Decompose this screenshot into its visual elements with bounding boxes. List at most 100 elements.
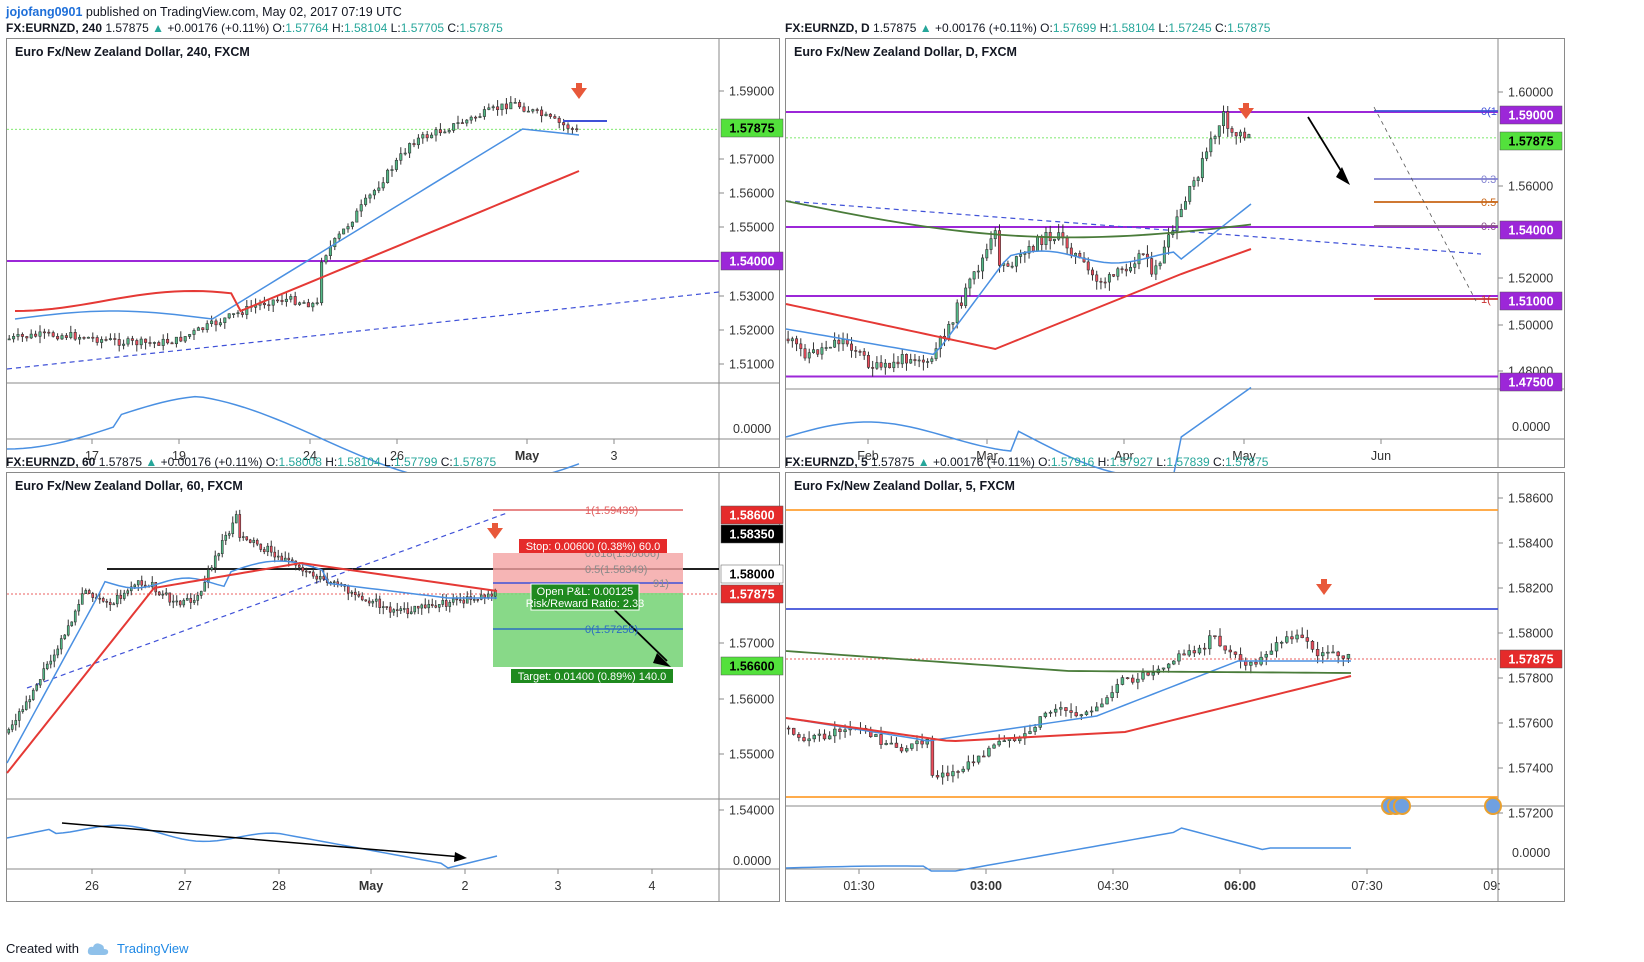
candles	[786, 105, 1251, 377]
price-badge-bg	[720, 564, 784, 584]
candle-body	[388, 606, 392, 613]
chart-frame[interactable]: Euro Fx/New Zealand Dollar, 60, FXCM 1(1.…	[6, 472, 784, 902]
candle-body	[1249, 661, 1253, 666]
candle-body	[456, 122, 460, 124]
candle-body	[972, 271, 976, 280]
candle-body	[171, 600, 175, 603]
tradingview-link[interactable]: TradingView	[116, 941, 189, 956]
candle-body	[262, 302, 266, 306]
candle-body	[1234, 132, 1238, 137]
candle-body	[201, 327, 205, 331]
price-badge: 1.57875	[729, 588, 774, 602]
trendline	[26, 512, 508, 689]
candle-body	[1130, 677, 1135, 683]
candle-body	[496, 106, 500, 111]
candle-body	[73, 332, 77, 340]
candle-body	[1172, 660, 1176, 665]
candle-body	[346, 226, 350, 230]
price-tick-label: 1.57800	[1508, 672, 1553, 686]
candle-body	[1213, 136, 1217, 140]
candle-body	[913, 359, 917, 362]
candle-body	[69, 332, 73, 338]
candle-body	[930, 739, 935, 776]
candle-body	[164, 592, 168, 595]
candle-body	[42, 668, 46, 680]
author-name[interactable]: jojofang0901	[6, 5, 83, 19]
candle-body	[490, 593, 494, 597]
time-tick-label: 19	[172, 449, 186, 463]
chart-frame[interactable]: Euro Fx/New Zealand Dollar, 240, FXCM 1.5…	[6, 38, 784, 485]
moving-average-long	[785, 650, 1352, 674]
candle-body	[412, 143, 416, 146]
candle-body	[1238, 131, 1242, 137]
candle-body	[797, 734, 801, 738]
candle-body	[112, 603, 116, 606]
candle-body	[1162, 246, 1166, 264]
candle-body	[276, 555, 280, 558]
candle-body	[786, 727, 791, 730]
candle-body	[1341, 655, 1346, 659]
time-tick-label: May	[359, 879, 383, 893]
candle-body	[437, 604, 441, 608]
candle-body	[548, 113, 552, 117]
candle-body	[971, 761, 976, 764]
price-tick-label: 1.51000	[729, 358, 774, 372]
candle-body	[1274, 642, 1279, 652]
candle-body	[478, 116, 482, 118]
candle-body	[245, 536, 249, 541]
candle-body	[575, 128, 579, 131]
candle-body	[416, 605, 420, 609]
chart-frame[interactable]: Euro Fx/New Zealand Dollar, D, FXCM 0(1 0.…	[785, 38, 1565, 478]
price-badge-bg	[720, 656, 784, 676]
candle-body	[126, 590, 130, 594]
risk-reward-label: Risk/Reward Ratio: 2.33	[526, 598, 645, 610]
candle-body	[892, 361, 896, 369]
trendline	[785, 200, 1482, 255]
candle-body	[161, 338, 165, 346]
candle-body	[223, 317, 227, 324]
candle-body	[896, 361, 900, 365]
price-badge-bg	[720, 505, 784, 525]
price-tick-label: 1.56000	[729, 693, 774, 707]
candle-body	[1158, 262, 1162, 267]
candle-body	[357, 594, 361, 597]
candle-body	[269, 545, 273, 553]
price-badge: 1.56600	[729, 660, 774, 674]
fib-label: 0(1	[1481, 106, 1497, 118]
time-tick-label: 06:00	[1224, 879, 1256, 893]
candle-body	[234, 514, 238, 524]
candle-body	[273, 551, 277, 558]
candle-body	[1305, 637, 1310, 642]
candle-body	[522, 106, 526, 112]
projection-arrow-head	[653, 653, 671, 667]
candle-body	[430, 134, 434, 139]
price-tick-label: 1.57200	[1508, 807, 1553, 821]
candle-body	[157, 591, 161, 596]
candle-body	[1192, 650, 1197, 654]
candle-body	[959, 302, 963, 306]
candle-body	[332, 581, 336, 584]
candle-body	[311, 302, 315, 308]
candle-body	[1027, 246, 1031, 254]
candle-body	[31, 689, 35, 700]
chart-frame[interactable]: Euro Fx/New Zealand Dollar, 5, FXCM 1.586…	[785, 472, 1565, 902]
candle-body	[531, 109, 535, 112]
candle-body	[213, 555, 217, 568]
candle-body	[976, 755, 981, 763]
candle-body	[104, 339, 108, 341]
event-bubble-icon	[1484, 797, 1502, 815]
candle-body	[359, 204, 363, 212]
candle-body	[786, 338, 790, 342]
candle-body	[1057, 232, 1061, 240]
candle-body	[170, 342, 174, 345]
candle-body	[381, 606, 385, 609]
candle-body	[795, 338, 799, 345]
candle-body	[884, 743, 888, 745]
time-tick-label: 27	[178, 879, 192, 893]
divergence-line	[61, 822, 463, 858]
price-tick-label: 1.50000	[1508, 319, 1553, 333]
candle-body	[353, 591, 357, 596]
sell-arrow-icon	[1316, 584, 1332, 595]
candle-body	[1079, 714, 1084, 717]
candle-body	[1137, 253, 1141, 265]
